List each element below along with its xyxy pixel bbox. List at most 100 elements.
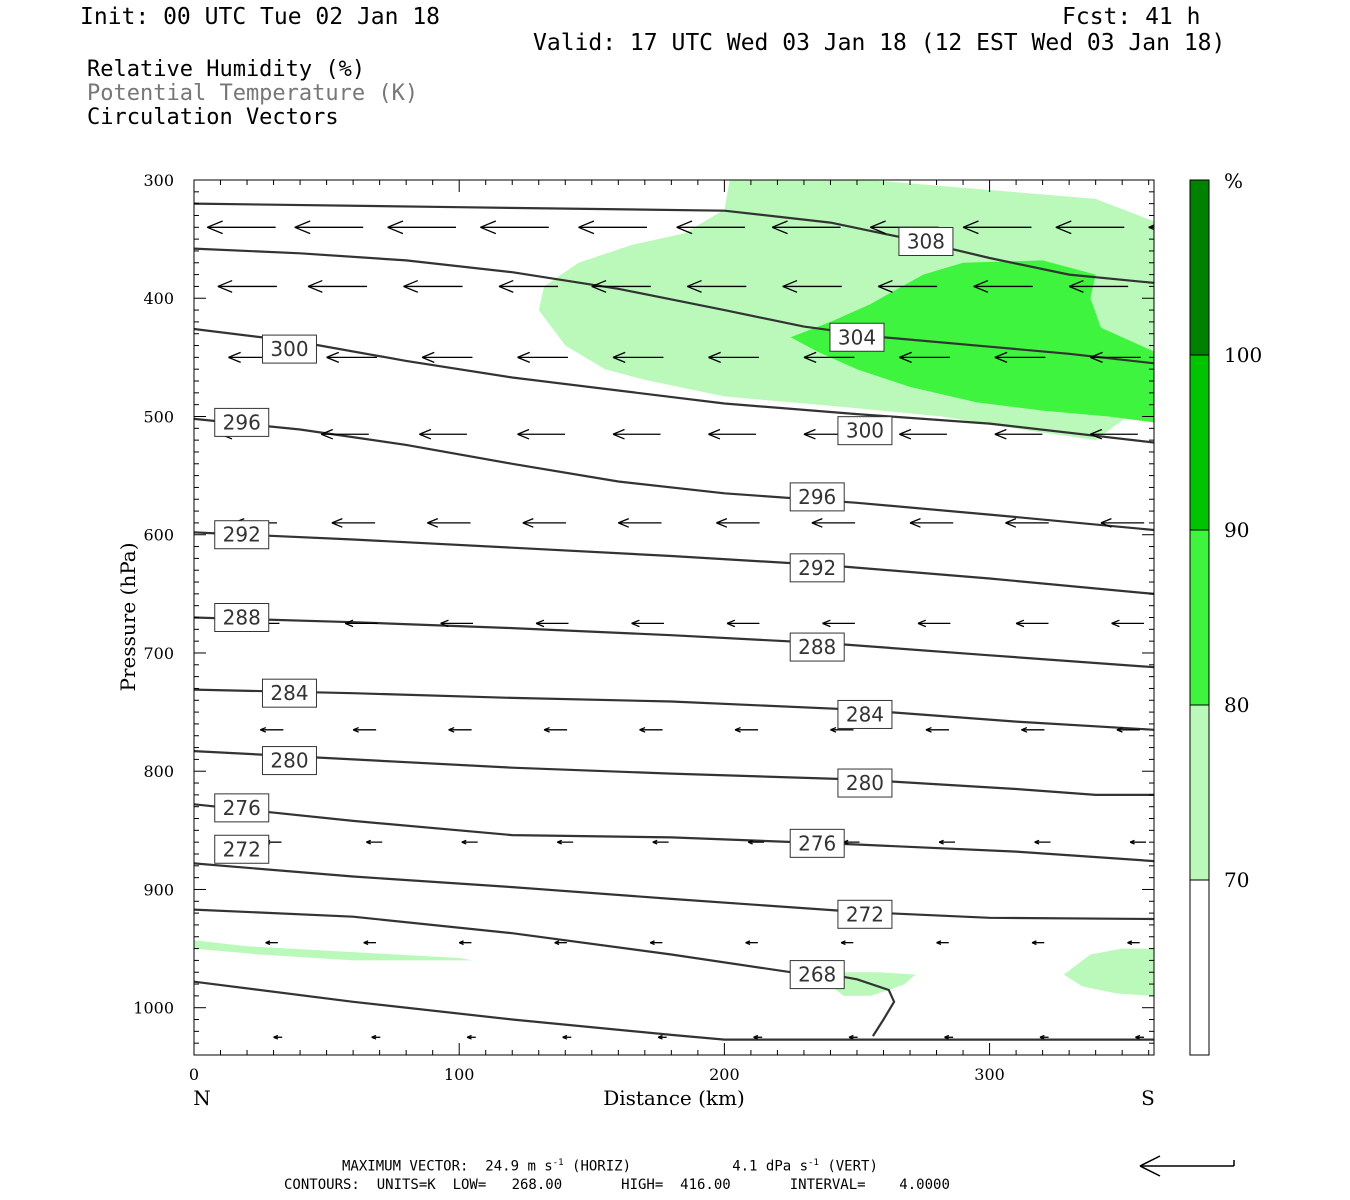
contour-label-292: 292 xyxy=(798,556,836,580)
theta-contour-304-1 xyxy=(194,247,1154,365)
x-tick-label-0: 0 xyxy=(189,1065,199,1084)
vector-6-2 xyxy=(448,726,472,733)
y-tick-label-1000: 1000 xyxy=(133,999,174,1018)
theta-contour-292-6 xyxy=(194,531,1154,595)
vector-2-5 xyxy=(708,351,759,363)
vector-4-4 xyxy=(618,518,662,528)
horiz-value: 24.9 m s xyxy=(485,1158,553,1175)
vector-7-4 xyxy=(652,839,669,845)
contour-label-280: 280 xyxy=(270,749,308,773)
vector-2-6 xyxy=(803,351,855,363)
vector-5-9 xyxy=(1111,619,1144,628)
contour-label-280: 280 xyxy=(846,771,884,795)
contour-label-layer: 308 304 300 300 296 296 292 292 288 288 284 284 280 2… xyxy=(214,226,954,990)
vector-8-6 xyxy=(840,940,854,946)
vector-3-7 xyxy=(899,428,947,440)
vector-2-2 xyxy=(421,351,473,363)
vector-1-3 xyxy=(498,279,559,293)
colorbar-seg-3 xyxy=(1189,704,1210,881)
contour-label-276: 276 xyxy=(223,796,261,820)
vector-6-3 xyxy=(543,726,568,733)
contour-label-box-4 xyxy=(214,407,270,437)
vector-4-6 xyxy=(811,518,856,528)
vector-0-0 xyxy=(207,220,276,235)
vector-6-4 xyxy=(639,726,663,733)
colorbar: 100 90 80 70% xyxy=(1189,169,1262,1056)
vector-5-7 xyxy=(917,619,951,628)
vector-8-7 xyxy=(936,940,949,946)
x-end-north: N xyxy=(193,1086,211,1110)
x-end-south: S xyxy=(1141,1086,1155,1110)
vector-5-10 xyxy=(1153,622,1154,625)
x-tick-label-100: 100 xyxy=(444,1065,475,1084)
contour-label-box-15 xyxy=(789,828,845,858)
colorbar-seg-1 xyxy=(1189,354,1210,531)
contour-label-268: 268 xyxy=(798,963,836,987)
max-vector-text: MAXIMUM VECTOR: 24.9 m s-1 (HORIZ) 4.1 d… xyxy=(342,1158,878,1175)
contour-label-288: 288 xyxy=(798,635,836,659)
vector-9-0 xyxy=(273,1034,283,1040)
contour-label-292: 292 xyxy=(223,523,261,547)
y-axis-label: Pressure (hPa) xyxy=(116,543,140,692)
contour-label-272: 272 xyxy=(846,902,884,926)
contour-label-296: 296 xyxy=(798,485,836,509)
contour-label-284: 284 xyxy=(270,681,308,705)
colorbar-label-90: 90 xyxy=(1224,518,1249,542)
vector-7-3 xyxy=(557,839,574,845)
vector-9-7 xyxy=(944,1034,954,1040)
contour-label-304: 304 xyxy=(838,325,876,349)
vector-9-9 xyxy=(1135,1034,1145,1040)
vector-6-9 xyxy=(1116,726,1140,733)
reference-vector-arrow xyxy=(1139,1155,1235,1177)
vector-1-8 xyxy=(973,279,1033,293)
vector-4-1 xyxy=(331,518,376,528)
vector-3-4 xyxy=(612,428,661,440)
vector-2-3 xyxy=(517,351,568,363)
contour-label-308: 308 xyxy=(907,229,945,253)
colorbar-label-70: 70 xyxy=(1224,868,1249,892)
init-time: Init: 00 UTC Tue 02 Jan 18 xyxy=(80,4,441,30)
colorbar-label-80: 80 xyxy=(1224,693,1249,717)
vector-5-3 xyxy=(535,619,569,628)
vector-1-4 xyxy=(591,279,651,293)
vector-6-5 xyxy=(734,726,759,733)
contour-label-296: 296 xyxy=(223,410,261,434)
theta-contour-268-19 xyxy=(194,980,1154,1041)
contour-label-box-2 xyxy=(261,334,317,364)
vector-9-4 xyxy=(657,1034,667,1040)
vert-exp: -1 xyxy=(808,1158,819,1168)
rh-region-4 xyxy=(1063,948,1154,996)
vector-3-1 xyxy=(321,428,369,440)
vector-9-2 xyxy=(466,1034,476,1040)
theta-contour-layer xyxy=(194,202,1154,1041)
vector-8-4 xyxy=(649,940,663,946)
vector-4-3 xyxy=(522,518,567,528)
colorbar-unit: % xyxy=(1224,169,1243,193)
vector-1-1 xyxy=(307,279,368,293)
contour-label-300: 300 xyxy=(846,419,884,443)
vector-5-2 xyxy=(440,619,474,628)
vector-2-4 xyxy=(612,351,664,363)
vector-0-8 xyxy=(962,220,1032,235)
vector-9-5 xyxy=(753,1034,763,1040)
contour-label-box-5 xyxy=(789,482,845,512)
contour-label-box-12 xyxy=(261,746,317,776)
vector-5-1 xyxy=(344,619,378,628)
contour-label-box-7 xyxy=(789,553,845,583)
valid-time: Valid: 17 UTC Wed 03 Jan 18 (12 EST Wed … xyxy=(533,30,1226,56)
rh-region-2 xyxy=(194,940,473,961)
vector-7-2 xyxy=(461,839,478,845)
theta-contour-272-16 xyxy=(194,862,1154,921)
vector-9-6 xyxy=(848,1034,858,1040)
vector-8-5 xyxy=(745,940,758,946)
theta-contour-300-2 xyxy=(194,327,1154,444)
vector-0-6 xyxy=(771,220,841,235)
vector-0-3 xyxy=(480,220,549,235)
vector-1-0 xyxy=(217,279,277,293)
legend-theta: Potential Temperature (K) xyxy=(87,81,419,106)
contour-label-box-9 xyxy=(789,632,845,662)
y-tick-label-500: 500 xyxy=(143,407,174,426)
vector-5-5 xyxy=(726,619,760,628)
vector-3-9 xyxy=(1090,428,1138,440)
